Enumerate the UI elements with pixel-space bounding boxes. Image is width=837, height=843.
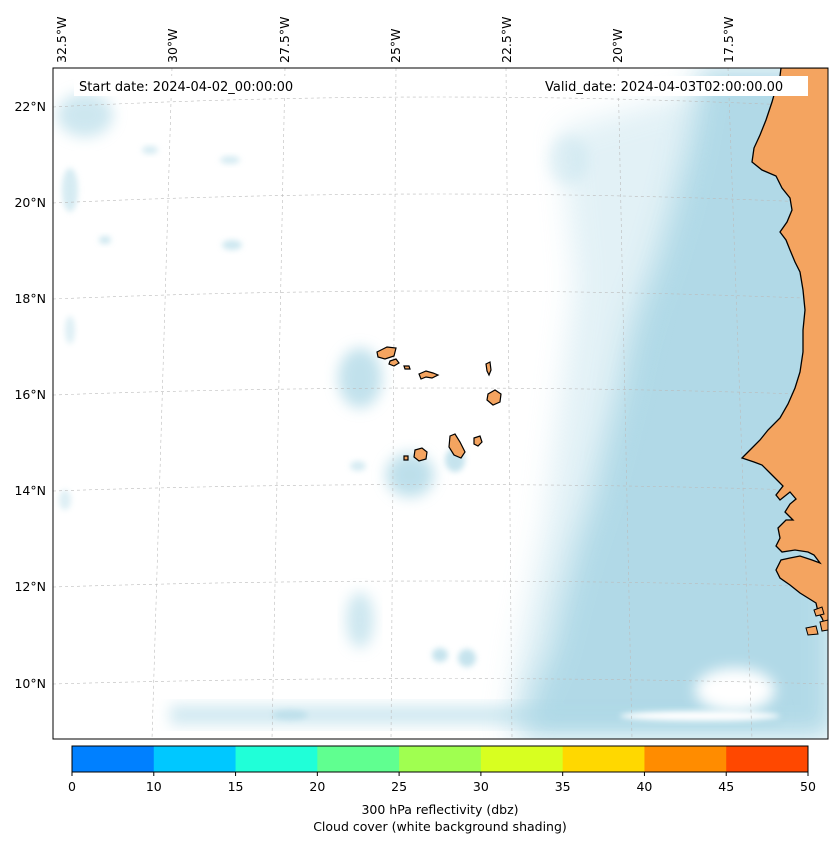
gridline-lat-22n <box>53 96 828 108</box>
colorbar-tick-label: 45 <box>718 779 734 794</box>
clear-pocket-south <box>695 668 775 712</box>
colorbar-tick-label: 10 <box>146 779 162 794</box>
african-coast-landmass <box>740 68 828 629</box>
lat-label-12n: 12°N <box>14 579 46 594</box>
colorbar-segment <box>317 746 400 772</box>
lon-label-20w: 20°W <box>610 28 625 63</box>
colorbar-ticks: 0 10 15 20 25 30 35 40 45 50 <box>68 772 816 794</box>
gridline-lon-30w <box>151 68 173 739</box>
colorbar-label-cloud-cover: Cloud cover (white background shading) <box>313 819 567 834</box>
island-brava <box>403 455 409 461</box>
lon-label-325w: 32.5°W <box>54 17 69 63</box>
island-sao-vicente <box>388 358 400 367</box>
gridline-lon-225w <box>505 68 513 739</box>
latitude-labels: 22°N 20°N 18°N 16°N 14°N 12°N 10°N <box>14 99 46 691</box>
lat-label-20n: 20°N <box>14 195 46 210</box>
lat-label-18n: 18°N <box>14 291 46 306</box>
cloud-patch-south-islands <box>386 453 434 497</box>
start-date-text: Start date: 2024-04-02_00:00:00 <box>79 80 293 95</box>
lon-label-30w: 30°W <box>165 28 180 63</box>
cloud-patch-w9 <box>272 710 308 720</box>
colorbar: 0 10 15 20 25 30 35 40 45 50 300 hPa reflectivity… <box>68 745 816 834</box>
lon-label-175w: 17.5°W <box>721 17 736 63</box>
map-border <box>52 67 829 740</box>
colorbar-segment <box>235 746 318 772</box>
colorbar-tick-label: 40 <box>636 779 652 794</box>
colorbar-segment <box>153 746 237 772</box>
lat-label-22n: 22°N <box>14 99 46 114</box>
island-fogo <box>413 447 428 462</box>
start-date-box <box>74 76 314 96</box>
cape-verde-islands <box>376 346 502 462</box>
gridline-lat-20n <box>53 193 828 204</box>
island-sal <box>485 361 492 377</box>
colorbar-tick-label: 25 <box>391 779 407 794</box>
colorbar-tick-label: 0 <box>68 779 76 794</box>
gridline-lat-14n <box>53 484 828 492</box>
gridline-lat-16n <box>53 387 828 396</box>
cloud-patch-w6 <box>65 316 75 344</box>
island-santa-luzia <box>403 365 411 370</box>
valid-date-box <box>540 76 808 96</box>
lat-label-10n: 10°N <box>14 676 46 691</box>
island-sao-nicolau <box>418 370 440 380</box>
colorbar-segment <box>399 746 482 772</box>
cloud-band-east <box>520 68 828 739</box>
cloud-patch-sw <box>346 592 374 648</box>
lat-label-16n: 16°N <box>14 387 46 402</box>
colorbar-border <box>71 745 809 773</box>
colorbar-tick-label: 30 <box>473 779 489 794</box>
cloud-patch-w7 <box>350 461 366 471</box>
colorbar-label-reflectivity: 300 hPa reflectivity (dbz) <box>361 802 518 817</box>
island-boa-vista <box>486 389 502 406</box>
colorbar-segment <box>562 746 645 772</box>
gridline-lon-25w <box>390 68 397 739</box>
colorbar-segment <box>726 746 809 772</box>
cloud-patch-w3 <box>222 240 242 250</box>
bijagos-island-3 <box>819 619 828 632</box>
cloud-patch-w2 <box>99 236 111 244</box>
gridline-lat-10n <box>53 678 828 685</box>
gridline-lon-275w <box>271 68 286 739</box>
colorbar-tick-label: 35 <box>555 779 571 794</box>
colorbar-segment <box>644 746 727 772</box>
lon-label-25w: 25°W <box>388 28 403 63</box>
bijagos-island-1 <box>813 606 825 617</box>
island-santo-antao <box>376 346 397 360</box>
cloud-clear-pockets <box>620 668 780 721</box>
cloud-patch-w5 <box>142 146 158 154</box>
cloud-patch-w8 <box>59 490 71 510</box>
colorbar-segments <box>72 746 809 772</box>
cloud-patch-e1 <box>548 135 588 185</box>
gridlines <box>53 68 828 739</box>
cloud-patch-w1 <box>62 168 78 212</box>
longitude-labels: 32.5°W 30°W 27.5°W 25°W 22.5°W 20°W 17.5… <box>54 17 736 63</box>
island-santiago <box>448 433 466 459</box>
colorbar-tick-label: 50 <box>800 779 816 794</box>
cloud-patch-nw <box>57 93 113 137</box>
island-maio <box>473 435 483 447</box>
valid-date-text: Valid_date: 2024-04-03T02:00:00.00 <box>545 80 783 95</box>
cloud-patch-s2 <box>458 649 476 667</box>
gridline-lat-12n <box>53 580 828 588</box>
gridline-lon-175w <box>727 68 753 739</box>
gridline-lon-20w <box>617 68 633 739</box>
clear-pocket-lower <box>620 711 780 721</box>
colorbar-segment <box>480 746 564 772</box>
lat-label-14n: 14°N <box>14 483 46 498</box>
lon-label-225w: 22.5°W <box>499 17 514 63</box>
colorbar-tick-label: 20 <box>309 779 325 794</box>
cloud-band-east-faint <box>505 90 700 739</box>
cloud-patch-s1 <box>432 648 448 662</box>
colorbar-tick-label: 15 <box>228 779 244 794</box>
colorbar-segment <box>72 746 155 772</box>
bijagos-island-2 <box>805 625 819 636</box>
cloud-streak-south <box>170 705 780 725</box>
lon-label-275w: 27.5°W <box>277 17 292 63</box>
cloud-patch-w4 <box>220 156 240 164</box>
gridline-lat-18n <box>53 290 828 300</box>
cloud-cover-layer <box>57 68 828 739</box>
cloud-patch-north-islands <box>338 348 382 408</box>
